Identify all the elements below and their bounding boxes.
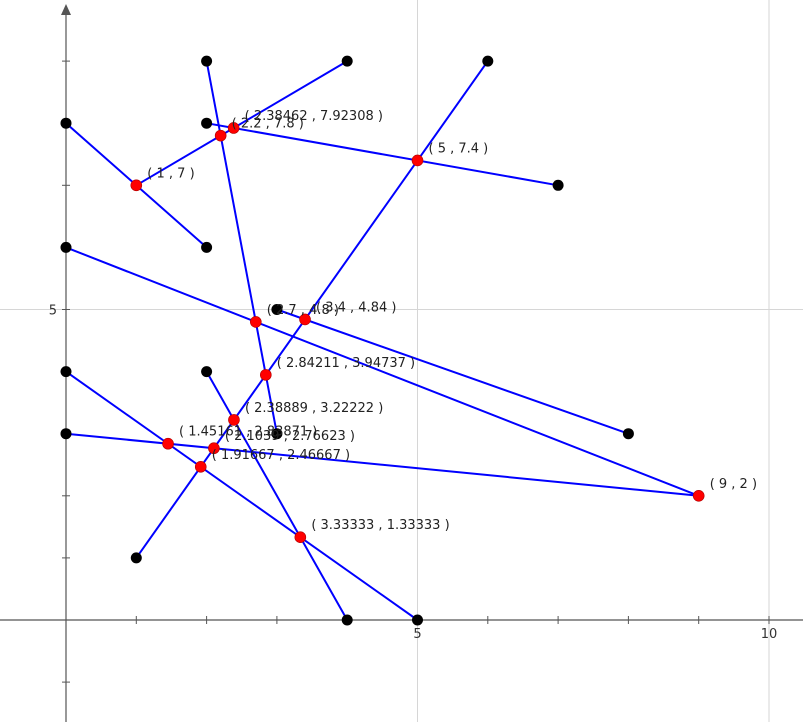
segment — [135, 60, 489, 559]
intersection-label: ( 2.7 , 4.8 ) — [267, 303, 339, 318]
intersection-point — [162, 437, 174, 450]
segment — [65, 432, 700, 497]
intersection-point — [228, 414, 240, 426]
endpoints — [60, 55, 634, 626]
segments — [65, 60, 700, 621]
intersection-label: ( 2.84211 , 3.94737 ) — [277, 356, 415, 371]
intersection-label: ( 5 , 7.4 ) — [429, 141, 489, 156]
intersection-point — [227, 122, 240, 134]
intersection-label: ( 2.1039 , 2.76623 ) — [225, 429, 355, 444]
endpoint — [201, 366, 213, 378]
endpoint — [482, 55, 494, 67]
segment — [65, 246, 700, 497]
intersection-label: ( 2.2 , 7.8 ) — [232, 117, 304, 132]
endpoint — [60, 428, 72, 440]
endpoint — [622, 428, 634, 440]
endpoint — [201, 117, 213, 129]
y-tick-label: 5 — [49, 304, 57, 319]
x-tick-label: 10 — [761, 627, 778, 642]
x-tick-label: 5 — [413, 627, 421, 642]
intersection-point — [294, 531, 307, 544]
segment — [205, 122, 560, 187]
intersection-label: ( 1.45161 , 2.83871 ) — [179, 425, 317, 440]
endpoint — [60, 241, 72, 253]
intersection-label: ( 1 , 7 ) — [147, 166, 194, 181]
endpoint — [552, 179, 564, 191]
intersection-point — [130, 179, 143, 192]
intersection-point — [214, 129, 227, 142]
endpoint — [341, 55, 353, 67]
intersection-label: ( 1.91667 , 2.46667 ) — [212, 448, 350, 463]
endpoint — [412, 614, 423, 626]
endpoint — [201, 55, 213, 67]
intersection-point — [260, 369, 272, 381]
tick-labels: 5 10 5 — [49, 304, 778, 643]
segment — [275, 308, 630, 435]
y-axis-arrow-icon — [61, 4, 71, 15]
segment — [205, 370, 349, 621]
intersection-label: ( 2.38889 , 3.22222 ) — [245, 401, 383, 416]
intersection-label: ( 3.4 , 4.84 ) — [316, 300, 396, 315]
segment — [135, 60, 349, 187]
intersection-label: ( 2.38462 , 7.92308 ) — [245, 109, 383, 124]
endpoint — [60, 366, 72, 378]
endpoint — [271, 428, 283, 440]
intersection-point — [692, 489, 705, 502]
segment — [65, 370, 419, 621]
intersection-label: ( 3.33333 , 1.33333 ) — [311, 518, 449, 533]
intersection-point — [299, 313, 311, 326]
intersection-point — [250, 316, 262, 328]
intersection-label: ( 9 , 2 ) — [710, 477, 757, 492]
endpoint — [271, 304, 283, 315]
intersection-labels: ( 2.38462 , 7.92308 )( 2.2 , 7.8 ) ( 1 , … — [147, 109, 757, 533]
intersection-point — [411, 154, 424, 167]
endpoint — [201, 241, 213, 253]
endpoint — [341, 614, 353, 626]
endpoint — [130, 552, 142, 564]
intersection-point — [208, 442, 220, 455]
intersection-points — [130, 122, 705, 544]
endpoint — [60, 117, 72, 129]
intersection-point — [194, 461, 207, 473]
